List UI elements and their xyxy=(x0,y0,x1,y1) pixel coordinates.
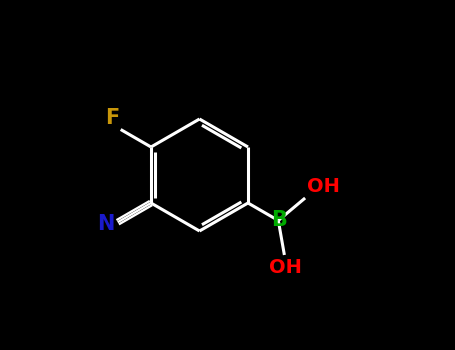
Text: N: N xyxy=(97,214,115,234)
Text: B: B xyxy=(271,210,287,231)
Text: F: F xyxy=(105,108,119,128)
Text: OH: OH xyxy=(268,258,302,277)
Text: OH: OH xyxy=(307,177,340,196)
